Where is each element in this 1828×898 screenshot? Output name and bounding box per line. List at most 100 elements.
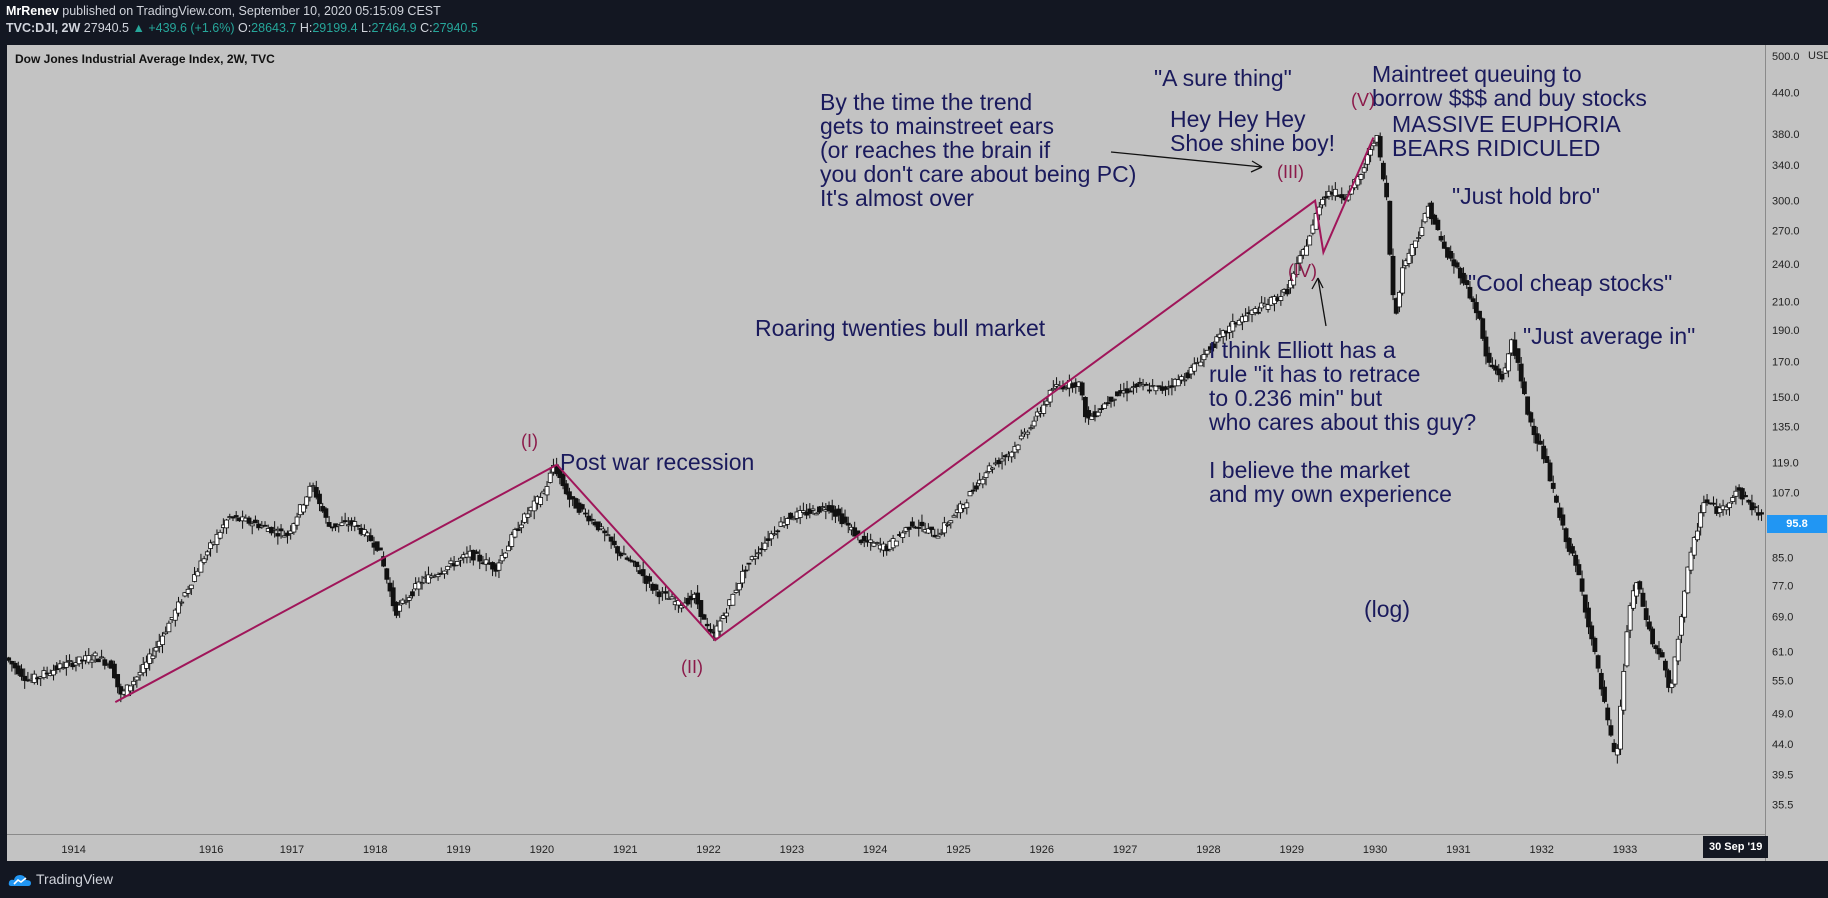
candle-body xyxy=(1528,412,1534,423)
candle-body xyxy=(807,508,813,514)
candle-body xyxy=(1294,263,1300,275)
price-tick-label: 240.0 xyxy=(1772,259,1800,271)
candle-body xyxy=(1653,645,1659,649)
candle-body xyxy=(538,497,544,505)
candle-body xyxy=(817,506,822,513)
chart-canvas[interactable] xyxy=(7,45,1765,834)
candle-body xyxy=(172,609,178,621)
candle-body xyxy=(1031,420,1037,427)
candle-body xyxy=(458,557,463,561)
time-tick-label: 1924 xyxy=(863,844,887,856)
elliott-wave-line[interactable] xyxy=(114,137,1375,703)
candle-body xyxy=(740,570,745,584)
candle-body xyxy=(893,540,899,547)
candle-body xyxy=(1739,488,1745,500)
candle-body xyxy=(317,493,322,505)
candle-body xyxy=(583,512,588,515)
candle-body xyxy=(188,584,194,590)
candle-body xyxy=(1570,546,1575,554)
price-tick-label: 440.0 xyxy=(1772,87,1800,99)
candle-body xyxy=(544,486,550,496)
candle-body xyxy=(916,527,922,529)
candle-body xyxy=(176,601,181,614)
candle-body xyxy=(355,525,361,527)
candle-body xyxy=(115,674,121,688)
price-tick-label: 35.5 xyxy=(1772,800,1793,812)
time-tick-label: 1923 xyxy=(780,844,804,856)
candle-body xyxy=(1448,250,1454,259)
time-tick-label: 1919 xyxy=(446,844,470,856)
candle-body xyxy=(1727,502,1732,509)
price-tick-label: 210.0 xyxy=(1772,297,1800,309)
time-axis[interactable]: 1914 1916 1917 1918 1919 1920 1921 1922 1923 1924… xyxy=(7,834,1765,861)
candle-body xyxy=(1589,625,1595,640)
candle-body xyxy=(1339,194,1345,199)
candle-body xyxy=(900,532,906,538)
time-tick-label: 1928 xyxy=(1196,844,1220,856)
candle-body xyxy=(217,531,223,539)
price-tick-label: 190.0 xyxy=(1772,325,1800,337)
currency-label: USD xyxy=(1808,50,1828,62)
candle-body xyxy=(967,491,973,497)
candle-body xyxy=(845,522,851,526)
candle-body xyxy=(1015,444,1021,451)
candle-body xyxy=(656,591,662,598)
candle-body xyxy=(743,569,749,572)
candle-body xyxy=(128,685,133,692)
candle-body xyxy=(1435,219,1441,231)
candle-body xyxy=(1624,631,1630,667)
price-tick-label: 380.0 xyxy=(1772,129,1800,141)
tradingview-logo[interactable]: TradingView xyxy=(8,871,113,887)
time-tick-label: 1917 xyxy=(280,844,304,856)
candle-body xyxy=(1127,390,1133,393)
candle-body xyxy=(1416,237,1422,239)
time-tick-label: 1931 xyxy=(1446,844,1470,856)
candle-body xyxy=(1182,379,1188,382)
time-axis-ticks: 1914 1916 1917 1918 1919 1920 1921 1922 1923 1924… xyxy=(61,844,1637,856)
close-label: C: xyxy=(420,21,433,35)
author-name[interactable]: MrRenev xyxy=(6,4,59,18)
candle-body xyxy=(1563,528,1569,543)
candle-body xyxy=(797,510,803,518)
candle-body xyxy=(272,528,278,531)
candle-body xyxy=(381,556,386,567)
time-tick-label: 1914 xyxy=(61,844,85,856)
candle-body xyxy=(304,496,310,506)
candle-body xyxy=(182,592,188,597)
candle-body xyxy=(858,539,864,544)
candle-body xyxy=(1220,330,1226,337)
candle-body xyxy=(118,686,124,695)
candle-body xyxy=(208,542,213,549)
candle-body xyxy=(1544,456,1550,463)
time-tick-label: 1930 xyxy=(1363,844,1387,856)
candle-body xyxy=(1730,497,1736,502)
price-tick-label: 150.0 xyxy=(1772,392,1800,404)
price-axis[interactable]: 500.0 440.0 380.0 340.0 300.0 270.0 240.0 210.0… xyxy=(1765,45,1828,861)
candle-body xyxy=(253,519,258,524)
candle-body xyxy=(387,582,393,592)
price-change: ▲ +439.6 (+1.6%) xyxy=(132,21,235,35)
chart-pane[interactable]: Dow Jones Industrial Average Index, 2W, … xyxy=(7,45,1765,861)
candle-body xyxy=(1131,386,1136,389)
candle-body xyxy=(1169,385,1175,388)
candle-body xyxy=(7,657,12,661)
candle-body xyxy=(502,552,508,558)
candle-body xyxy=(1480,318,1486,339)
candle-body xyxy=(1627,605,1633,631)
candle-body xyxy=(752,556,758,560)
candle-body xyxy=(627,559,633,562)
open-label: O: xyxy=(237,21,252,35)
candle-body xyxy=(1134,383,1140,387)
candle-body xyxy=(214,533,220,545)
candle-body xyxy=(63,661,69,668)
footer-bar: TradingView xyxy=(0,861,1828,898)
candle-body xyxy=(1679,616,1684,636)
candle-body xyxy=(1034,411,1040,417)
candle-body xyxy=(772,533,777,536)
candle-body xyxy=(765,538,771,541)
candle-body xyxy=(1746,499,1752,503)
candle-body xyxy=(246,517,252,524)
candle-body xyxy=(509,534,515,547)
candle-body xyxy=(442,570,447,575)
candle-body xyxy=(1028,427,1034,430)
